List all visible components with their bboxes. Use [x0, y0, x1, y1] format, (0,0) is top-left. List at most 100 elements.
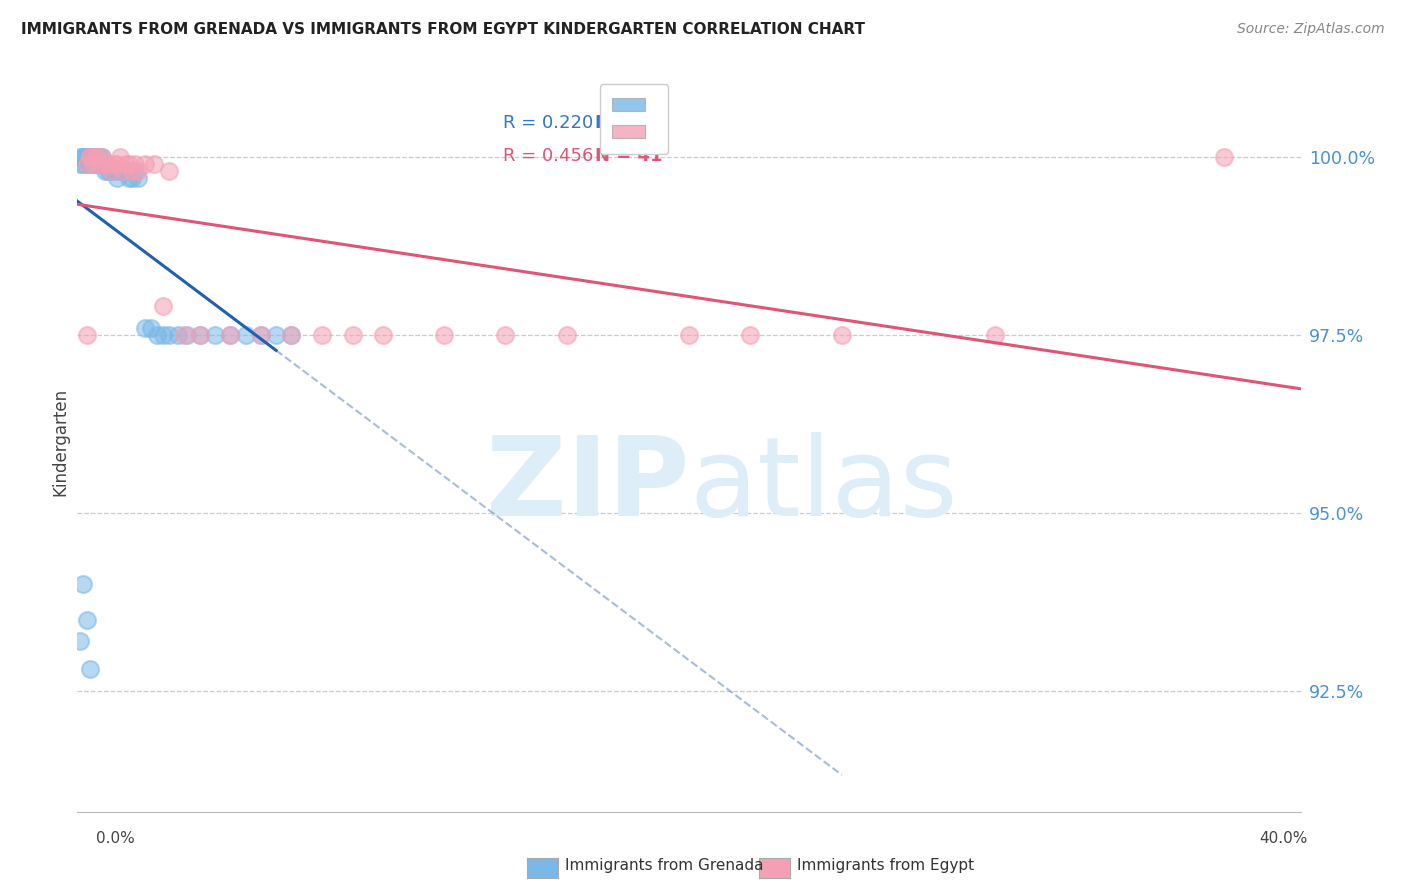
Text: Immigrants from Grenada: Immigrants from Grenada — [565, 858, 763, 872]
Point — [555, 327, 578, 342]
Point — [76, 150, 98, 164]
Text: 0.0%: 0.0% — [96, 831, 135, 847]
Text: R = 0.220: R = 0.220 — [503, 114, 593, 132]
Point — [121, 164, 143, 178]
Point — [100, 164, 122, 178]
Point — [124, 157, 146, 171]
Point — [371, 327, 394, 342]
Point — [127, 164, 149, 178]
Text: R = 0.456: R = 0.456 — [503, 147, 593, 165]
Point — [82, 157, 104, 171]
Point — [342, 327, 364, 342]
Point — [69, 633, 91, 648]
Point — [72, 157, 94, 171]
Point — [142, 157, 165, 171]
Point — [100, 164, 122, 178]
Point — [84, 157, 107, 171]
Text: N = 58: N = 58 — [595, 114, 662, 132]
Point — [115, 164, 138, 178]
Text: IMMIGRANTS FROM GRENADA VS IMMIGRANTS FROM EGYPT KINDERGARTEN CORRELATION CHART: IMMIGRANTS FROM GRENADA VS IMMIGRANTS FR… — [21, 22, 865, 37]
Point — [219, 327, 242, 342]
Point — [94, 157, 117, 171]
Point — [72, 150, 94, 164]
Point — [740, 327, 762, 342]
Point — [82, 150, 104, 164]
Y-axis label: Kindergarten: Kindergarten — [51, 387, 69, 496]
Point — [76, 327, 98, 342]
Point — [90, 157, 112, 171]
Point — [97, 157, 120, 171]
Point — [105, 157, 128, 171]
Point — [157, 164, 180, 178]
Point — [311, 327, 333, 342]
Point — [1213, 150, 1236, 164]
Point — [97, 157, 120, 171]
Point — [134, 320, 156, 334]
Point — [76, 150, 98, 164]
Point — [82, 157, 104, 171]
Point — [76, 150, 98, 164]
Point — [112, 164, 135, 178]
Point — [112, 164, 135, 178]
Point — [146, 327, 169, 342]
Point — [264, 327, 287, 342]
Point — [280, 327, 302, 342]
Point — [94, 164, 117, 178]
Point — [152, 299, 174, 313]
Point — [121, 171, 143, 186]
Point — [87, 150, 110, 164]
Point — [124, 164, 146, 178]
Point — [139, 320, 162, 334]
Point — [87, 157, 110, 171]
Point — [280, 327, 302, 342]
Point — [105, 171, 128, 186]
Point — [984, 327, 1007, 342]
Point — [97, 164, 120, 178]
Point — [157, 327, 180, 342]
Point — [127, 171, 149, 186]
Point — [90, 150, 112, 164]
Point — [69, 150, 91, 164]
Point — [87, 157, 110, 171]
Text: 40.0%: 40.0% — [1260, 831, 1308, 847]
Point — [76, 613, 98, 627]
Point — [84, 150, 107, 164]
Point — [76, 157, 98, 171]
Point — [87, 157, 110, 171]
Point — [72, 577, 94, 591]
Point — [188, 327, 211, 342]
Point — [79, 150, 101, 164]
Legend: , : , — [599, 84, 668, 154]
Point — [79, 150, 101, 164]
Point — [79, 150, 101, 164]
Point — [90, 150, 112, 164]
Text: ZIP: ZIP — [485, 433, 689, 540]
Point — [84, 150, 107, 164]
Point — [118, 171, 141, 186]
Text: atlas: atlas — [689, 433, 957, 540]
Point — [118, 157, 141, 171]
Point — [76, 157, 98, 171]
Point — [82, 150, 104, 164]
Point — [108, 164, 131, 178]
Point — [134, 157, 156, 171]
Point — [176, 327, 198, 342]
Point — [84, 157, 107, 171]
Point — [94, 157, 117, 171]
Point — [433, 327, 456, 342]
Point — [84, 150, 107, 164]
Point — [250, 327, 273, 342]
Point — [219, 327, 242, 342]
Point — [79, 662, 101, 676]
Point — [831, 327, 853, 342]
Point — [188, 327, 211, 342]
Point — [82, 150, 104, 164]
Text: N = 41: N = 41 — [595, 147, 662, 165]
Point — [152, 327, 174, 342]
Point — [108, 150, 131, 164]
Point — [69, 157, 91, 171]
Point — [103, 164, 125, 178]
Point — [235, 327, 257, 342]
Text: Source: ZipAtlas.com: Source: ZipAtlas.com — [1237, 22, 1385, 37]
Point — [90, 157, 112, 171]
